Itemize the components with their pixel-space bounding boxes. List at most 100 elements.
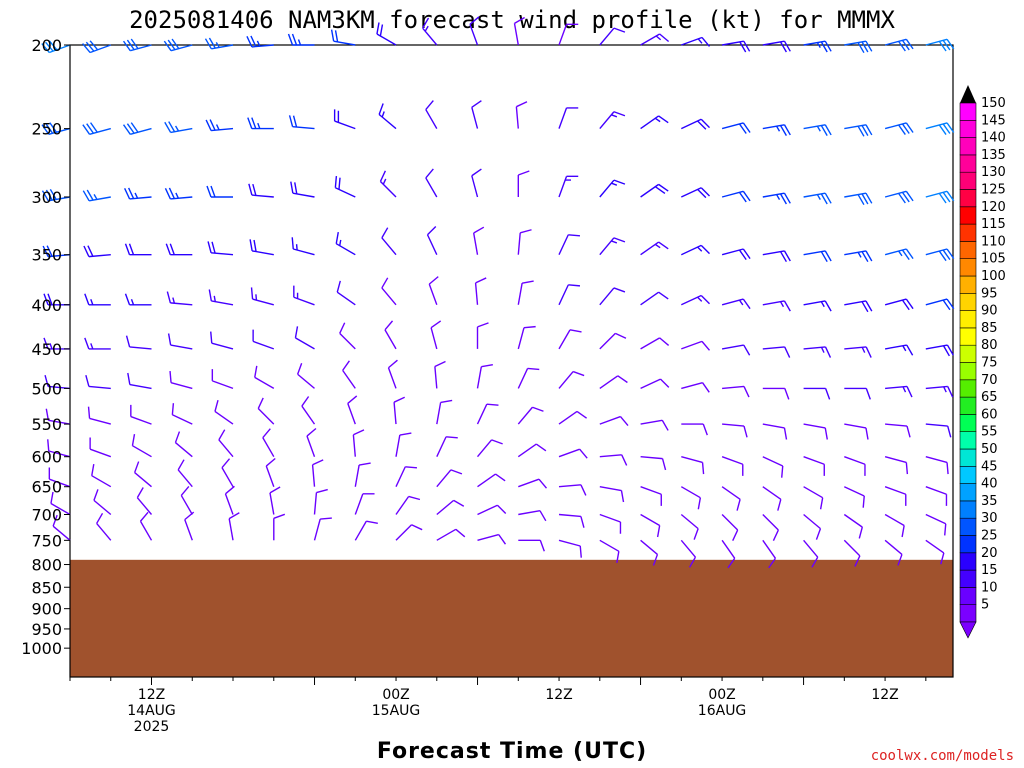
wind-barb <box>884 38 914 52</box>
wind-barb <box>206 185 233 198</box>
wind-barb <box>352 429 365 457</box>
y-tick-label: 950 <box>31 620 62 639</box>
wind-barb <box>434 360 446 389</box>
wind-barb <box>762 456 784 478</box>
wind-barb <box>89 437 112 458</box>
wind-barb <box>803 346 832 358</box>
wind-barb <box>762 423 788 440</box>
wind-barb <box>130 404 152 425</box>
colorbar-tick-label: 125 <box>981 183 1006 198</box>
wind-barb <box>844 40 873 54</box>
wind-barb <box>640 33 670 46</box>
wind-barb <box>207 241 234 256</box>
colorbar-tick-label: 60 <box>981 407 998 422</box>
y-tick-label: 450 <box>31 340 62 359</box>
wind-barb <box>925 456 949 475</box>
wind-barb <box>436 499 465 516</box>
wind-barb <box>518 478 548 489</box>
wind-barb <box>884 248 914 261</box>
wind-barb <box>205 119 234 132</box>
wind-barb <box>122 122 152 135</box>
colorbar-swatch <box>959 102 977 121</box>
colorbar-swatch <box>959 604 977 623</box>
wind-barb <box>339 322 356 350</box>
wind-barb <box>125 335 152 350</box>
wind-barb <box>925 539 945 565</box>
wind-barb <box>218 429 234 458</box>
wind-barb <box>127 372 152 390</box>
wind-barb <box>721 122 751 134</box>
wind-barb <box>680 539 697 568</box>
wind-barb <box>558 284 581 306</box>
wind-barb <box>640 378 670 390</box>
y-tick-label: 250 <box>31 120 62 139</box>
wind-barb <box>803 300 832 312</box>
wind-barb <box>558 539 582 558</box>
wind-barb <box>599 237 626 256</box>
wind-barb <box>472 226 485 255</box>
wind-barb <box>184 511 195 541</box>
wind-barb <box>474 277 487 305</box>
wind-barb <box>640 337 670 350</box>
wind-barb <box>884 456 909 475</box>
wind-barb <box>599 486 625 503</box>
wind-barb <box>925 486 948 506</box>
wind-barb <box>469 16 480 46</box>
wind-barb <box>477 504 507 516</box>
wind-barb <box>721 514 739 541</box>
wind-barb <box>335 232 356 256</box>
wind-barb <box>163 38 193 52</box>
wind-barb <box>680 513 699 540</box>
terrain-fill <box>70 559 953 677</box>
wind-barb <box>262 428 275 458</box>
wind-barb <box>599 415 629 426</box>
wind-barb <box>803 124 832 136</box>
wind-barb <box>722 423 748 438</box>
wind-barb <box>803 486 824 510</box>
wind-barb <box>378 103 397 130</box>
wind-barb <box>164 187 193 200</box>
colorbar-swatch <box>959 137 977 156</box>
x-tick-label: 12Z <box>138 687 165 703</box>
wind-barb <box>330 29 356 46</box>
wind-barb <box>334 175 356 198</box>
wind-barb <box>722 385 750 398</box>
colorbar-swatch <box>959 569 977 588</box>
wind-barb <box>165 243 193 256</box>
colorbar-tick-label: 145 <box>981 113 1006 128</box>
wind-barb <box>139 511 153 541</box>
wind-barb <box>558 23 579 46</box>
wind-barb <box>273 513 286 541</box>
colorbar-tick-label: 65 <box>981 390 998 405</box>
wind-barb <box>640 539 659 566</box>
wind-barb <box>925 513 947 536</box>
y-tick-label: 750 <box>31 531 62 550</box>
wind-barb <box>211 369 234 390</box>
y-tick-label: 300 <box>31 188 62 207</box>
wind-barb <box>354 462 371 487</box>
wind-barb <box>84 293 111 306</box>
x-tick-label: 00Z <box>708 687 735 703</box>
wind-barb <box>477 533 507 545</box>
wind-barb <box>599 111 626 130</box>
x-tick-label: 00Z <box>382 687 409 703</box>
wind-barb <box>518 539 545 552</box>
wind-barb <box>517 443 547 458</box>
wind-barb <box>844 486 865 508</box>
wind-barb <box>640 456 667 471</box>
wind-barb <box>177 459 193 488</box>
wind-barb <box>721 344 751 356</box>
wind-barb <box>558 370 585 389</box>
wind-barb <box>803 423 828 440</box>
colorbar-tick-label: 5 <box>981 598 989 613</box>
x-tick-label: 12Z <box>871 687 898 703</box>
wind-barb <box>381 227 397 256</box>
x-tick-label: 14AUG <box>127 703 176 719</box>
colorbar-swatch <box>959 120 977 138</box>
y-tick-label: 1000 <box>21 639 62 658</box>
wind-barb <box>50 491 71 516</box>
wind-barb <box>884 190 914 204</box>
wind-barb <box>476 403 499 425</box>
